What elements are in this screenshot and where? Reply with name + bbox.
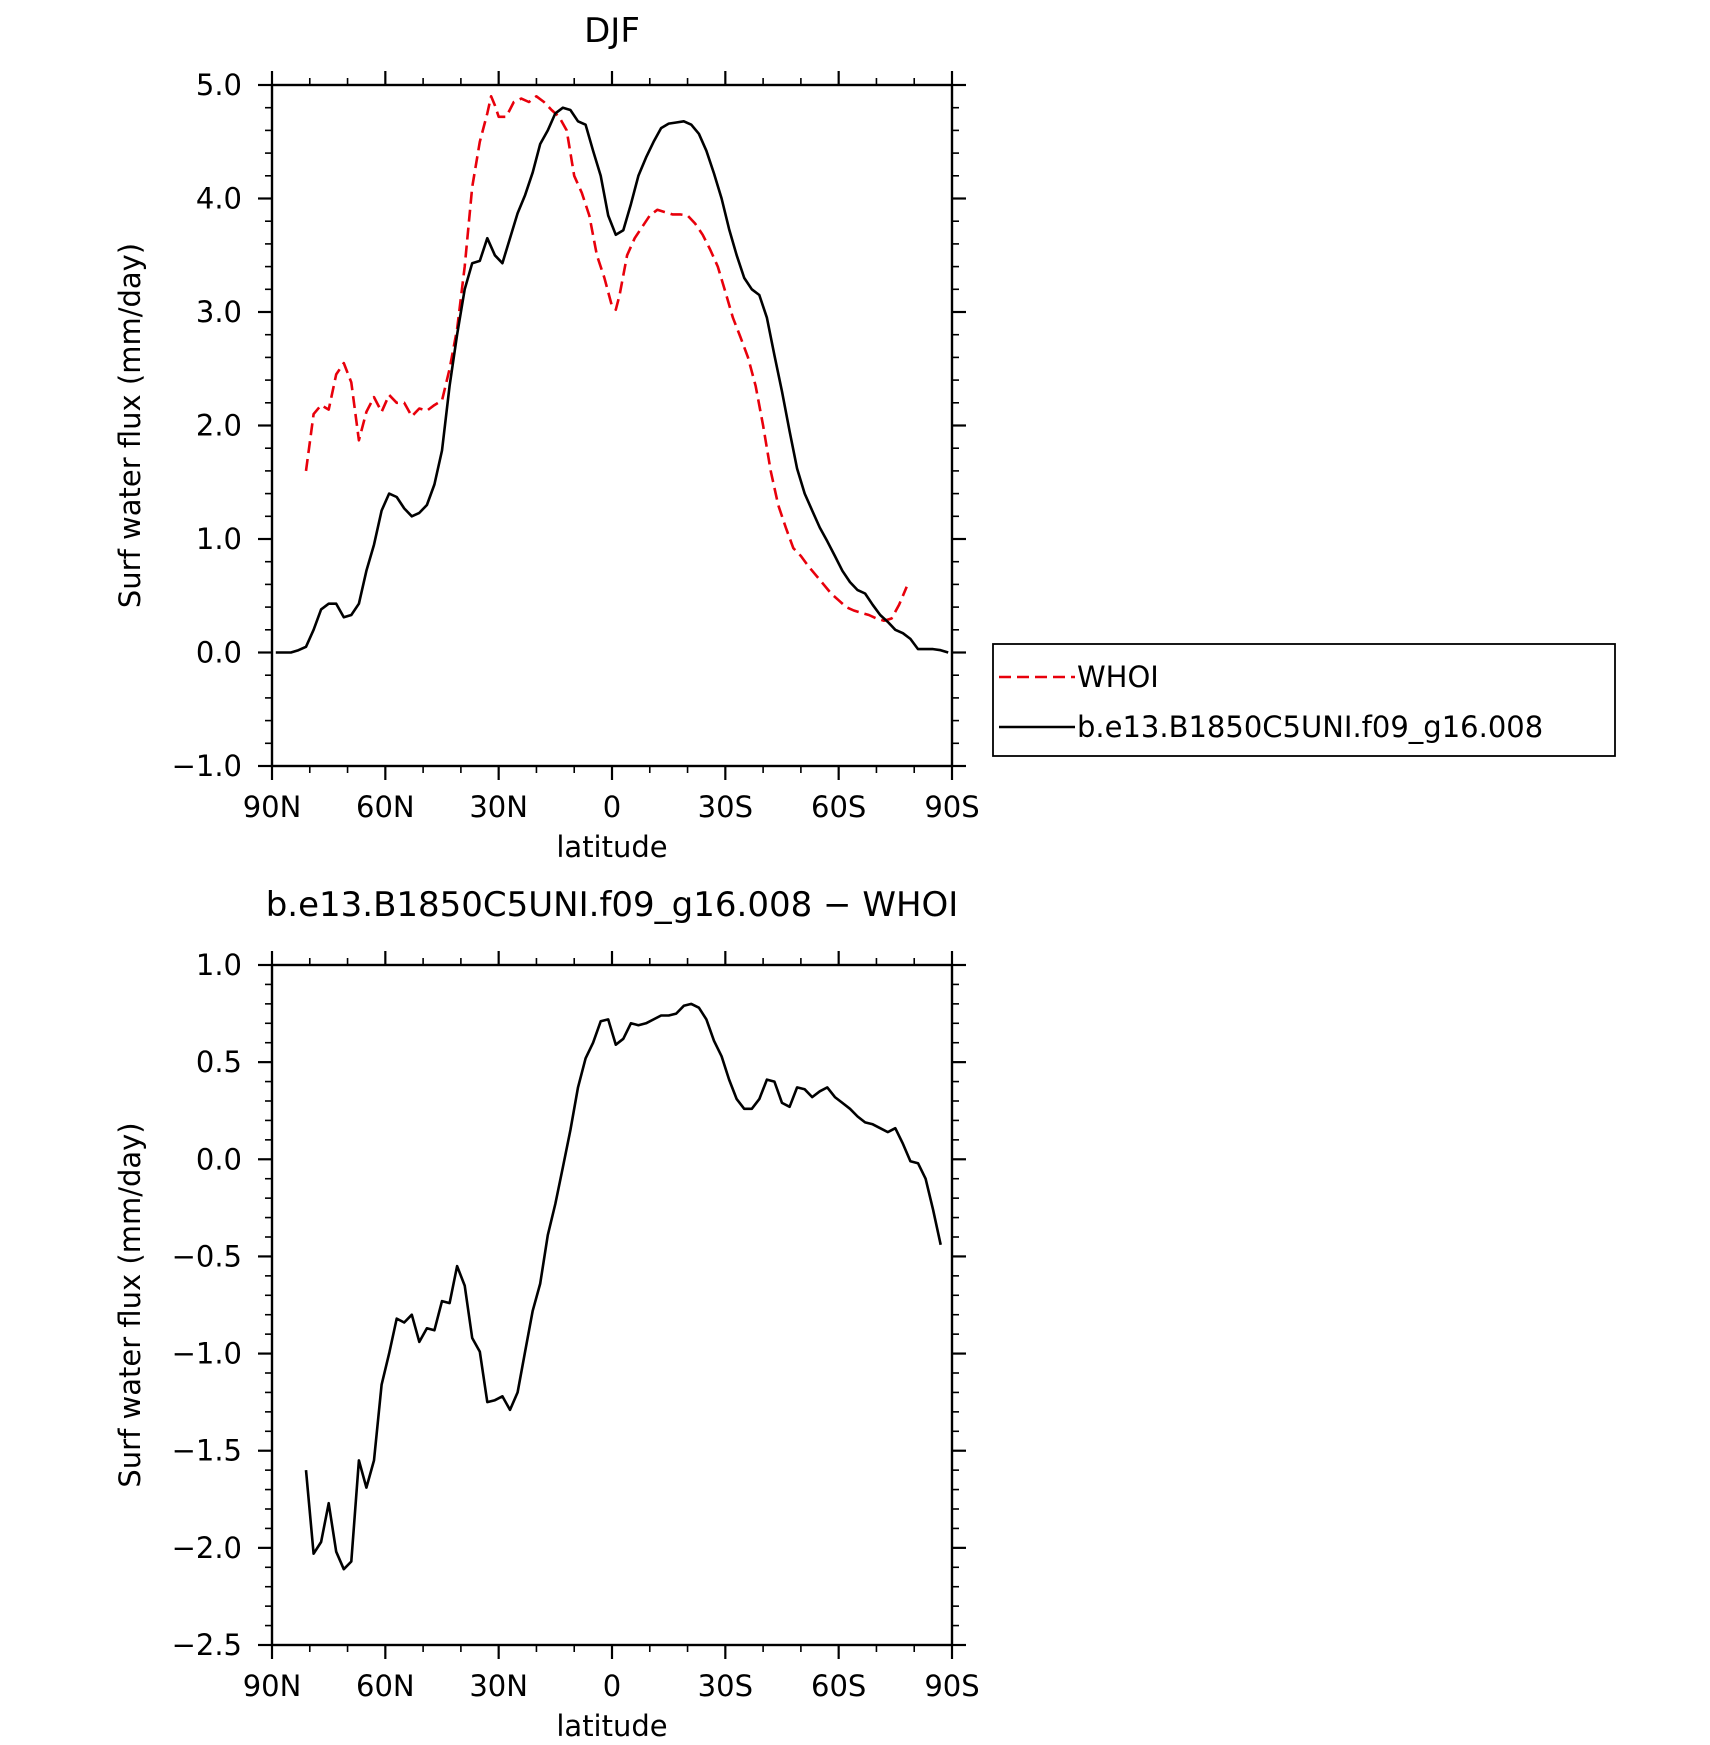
- series-line-1: [275, 106, 949, 654]
- y-axis-label: Surf water flux (mm/day): [113, 243, 147, 608]
- chart-bottom: b.e13.B1850C5UNI.f09_g16.008 − WHOI 90N 60…: [113, 885, 980, 1743]
- legend-entry-0: WHOI: [1077, 660, 1159, 694]
- x-tick-label: 60S: [811, 790, 866, 824]
- y-tick-label: 1.0: [196, 522, 242, 556]
- x-tick-label: 30N: [469, 790, 528, 824]
- chart-title: DJF: [584, 11, 640, 51]
- y-tick-label: 0.0: [196, 1142, 242, 1176]
- y-tick-label: 4.0: [196, 182, 242, 216]
- legend-box: [992, 643, 1616, 757]
- x-tick-label: 60S: [811, 1669, 866, 1703]
- chart-top: DJF 90N 60N 30N 0 30S 60S 90S −1.0 0.0 1.0 2.0 3.0 4.…: [113, 11, 1616, 864]
- y-tick-label: −1.0: [172, 1337, 242, 1371]
- x-tick-label: 0: [603, 790, 621, 824]
- y-tick-label: −1.5: [172, 1434, 242, 1468]
- x-tick-label: 90S: [924, 1669, 979, 1703]
- x-axis-label: latitude: [556, 1709, 667, 1743]
- series-line-0: [304, 1002, 942, 1571]
- plot-frame: [270, 963, 954, 1647]
- plot-frame: [270, 83, 954, 768]
- x-tick-label: 30S: [698, 1669, 753, 1703]
- series-line-0: [304, 95, 908, 622]
- x-tick-label: 0: [603, 1669, 621, 1703]
- y-tick-label: 0.0: [196, 636, 242, 670]
- y-axis-label: Surf water flux (mm/day): [113, 1122, 147, 1487]
- y-tick-label: −0.5: [172, 1239, 242, 1273]
- x-tick-label: 30N: [469, 1669, 528, 1703]
- x-axis-label: latitude: [556, 830, 667, 864]
- chart-title: b.e13.B1850C5UNI.f09_g16.008 − WHOI: [266, 885, 959, 925]
- x-tick-label: 60N: [356, 790, 415, 824]
- legend-entry-1: b.e13.B1850C5UNI.f09_g16.008: [1077, 710, 1543, 744]
- y-tick-label: 2.0: [196, 409, 242, 443]
- y-tick-label: 5.0: [196, 68, 242, 102]
- x-tick-label: 60N: [356, 1669, 415, 1703]
- y-tick-label: 1.0: [196, 948, 242, 982]
- y-tick-label: −2.5: [172, 1628, 242, 1662]
- y-tick-label: 3.0: [196, 295, 242, 329]
- x-tick-label: 90N: [243, 1669, 302, 1703]
- y-tick-label: −2.0: [172, 1531, 242, 1565]
- y-tick-label: 0.5: [196, 1045, 242, 1079]
- x-tick-label: 90N: [243, 790, 302, 824]
- x-tick-label: 30S: [698, 790, 753, 824]
- legend: WHOI b.e13.B1850C5UNI.f09_g16.008: [992, 643, 1616, 757]
- y-tick-label: −1.0: [172, 749, 242, 783]
- x-tick-label: 90S: [924, 790, 979, 824]
